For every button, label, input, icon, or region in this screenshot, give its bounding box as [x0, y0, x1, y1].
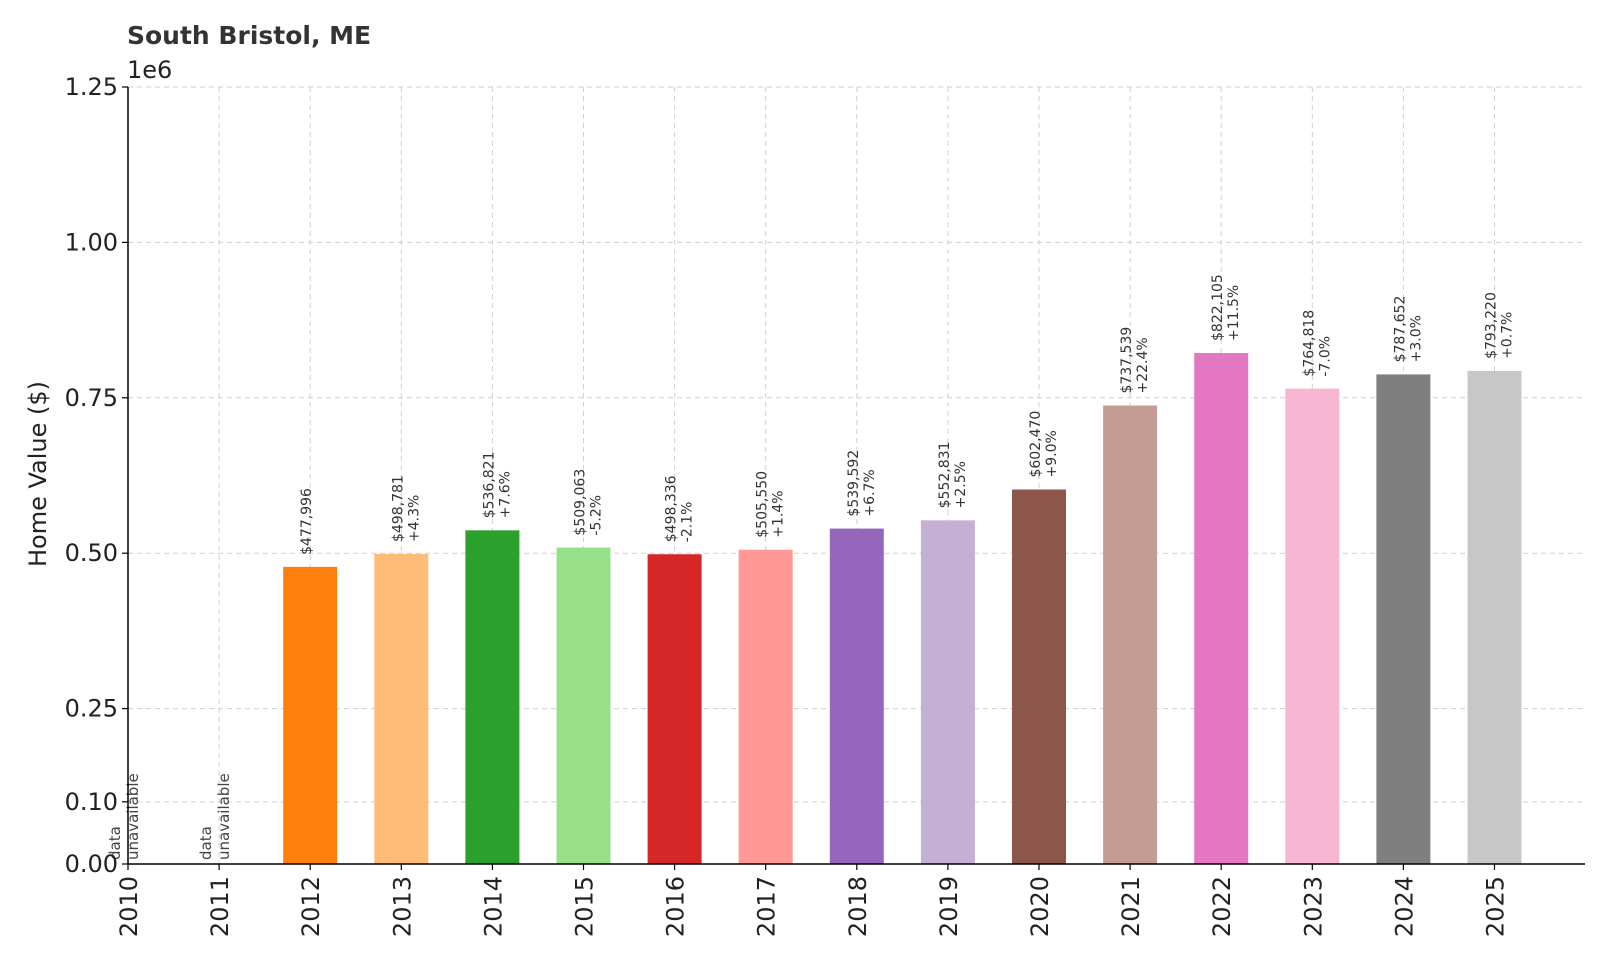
x-tick-label: 2024 [1390, 876, 1418, 937]
bar-2025 [1467, 370, 1522, 864]
value-label-layer: dataunavailable dataunavailable $477,996 $4… [106, 274, 1516, 860]
value-label-2019: $552,831+2.5% [937, 442, 969, 509]
bar-2021 [1103, 405, 1158, 864]
bar-2023 [1285, 388, 1340, 864]
y-tick-label: 0.50 [65, 539, 118, 567]
x-tick-label: 2020 [1026, 876, 1054, 937]
value-label-2022: $822,105+11.5% [1210, 274, 1242, 341]
value-label-2017: $505,550+1.4% [755, 471, 787, 538]
y-tick-label: 0.00 [65, 850, 118, 878]
bar-2014 [465, 530, 520, 864]
value-label-2016: $498,336-2.1% [664, 475, 696, 542]
x-tick-label: 2019 [935, 876, 963, 937]
x-tick-label: 2017 [753, 876, 781, 937]
y-axis-offset-text: 1e6 [127, 56, 172, 84]
value-label-2025: $793,220+0.7% [1484, 292, 1516, 359]
bar-2015 [556, 547, 611, 864]
y-tick-label: 0.25 [65, 695, 118, 723]
x-tick-label: 2025 [1482, 876, 1510, 937]
bar-2016 [647, 554, 702, 864]
x-tick-label: 2023 [1299, 876, 1327, 937]
y-tick-label: 0.10 [65, 788, 118, 816]
value-label-2014: $536,821+7.6% [481, 451, 513, 518]
y-tick-label: 1.25 [65, 73, 118, 101]
bar-2018 [829, 528, 884, 864]
x-tick-label: 2011 [206, 876, 234, 937]
value-label-2018: $539,592+6.7% [846, 450, 878, 517]
chart-title: South Bristol, ME [127, 21, 371, 50]
y-tick-label: 0.75 [65, 384, 118, 412]
x-tick-label: 2022 [1208, 876, 1236, 937]
x-tick-label: 2016 [662, 876, 690, 937]
x-tick-label: 2012 [297, 876, 325, 937]
bar-2020 [1012, 489, 1066, 864]
x-tick-label: 2013 [388, 876, 416, 937]
x-tick-label: 2014 [479, 876, 507, 937]
value-label-2023: $764,818-7.0% [1301, 310, 1333, 377]
bar-2012 [283, 566, 338, 864]
data-unavailable-label: dataunavailable [106, 773, 142, 860]
y-axis-label: Home Value ($) [24, 381, 52, 567]
x-tick-label: 2015 [571, 876, 599, 937]
bar-2019 [920, 520, 975, 864]
value-label-2020: $602,470+9.0% [1028, 411, 1060, 478]
value-label-2013: $498,781+4.3% [390, 475, 422, 542]
bar-2024 [1376, 374, 1431, 864]
bar-layer [283, 352, 1522, 864]
value-label-2021: $737,539+22.4% [1119, 327, 1151, 394]
x-tick-label: 2010 [115, 876, 143, 937]
x-tick-label: 2018 [844, 876, 872, 937]
bar-2022 [1194, 352, 1249, 864]
bar-2017 [738, 549, 793, 864]
value-label-2015: $509,063-5.2% [573, 469, 605, 536]
axis-layer: 0.00 0.10 0.25 0.50 0.75 1.00 1.25 2010 2011 2012… [65, 73, 1585, 937]
y-tick-label: 1.00 [65, 228, 118, 256]
x-tick-label: 2021 [1117, 876, 1145, 937]
value-label-2012: $477,996 [299, 488, 315, 555]
data-unavailable-label: dataunavailable [197, 773, 233, 860]
value-label-2024: $787,652+3.0% [1392, 296, 1424, 363]
bar-2013 [374, 553, 429, 864]
